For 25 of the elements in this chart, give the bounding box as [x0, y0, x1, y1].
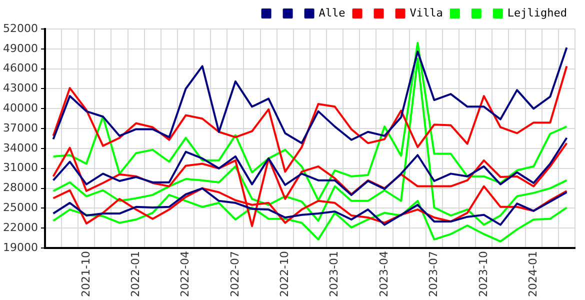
y-tick-label: 28000 — [2, 181, 38, 194]
y-tick-label: 22000 — [2, 220, 38, 234]
y-tick-label: 52000 — [2, 22, 38, 35]
x-tick-label: 2023-10 — [476, 251, 490, 298]
x-tick-label: 2023-01 — [328, 251, 341, 298]
y-tick-label: 25000 — [2, 201, 38, 214]
y-tick-label: 31000 — [2, 161, 38, 174]
y-tick-label: 37000 — [2, 121, 38, 134]
y-tick-label: 43000 — [2, 82, 38, 95]
x-tick-label: 2023-04 — [377, 251, 390, 298]
legend-label: Alle — [318, 6, 346, 20]
legend-label: Villa — [410, 6, 443, 20]
x-tick-label: 2021-10 — [79, 251, 92, 298]
legend-label: Lejlighed — [507, 6, 568, 20]
x-tick-label: 2023-07 — [427, 251, 440, 298]
y-tick-label: 34000 — [2, 141, 38, 154]
y-tick-label: 46000 — [2, 62, 38, 75]
x-tick-label: 2022-07 — [228, 251, 242, 298]
y-tick-label: 19000 — [2, 240, 38, 254]
y-tick-label: 49000 — [2, 42, 38, 55]
x-tick-label: 2022-10 — [278, 251, 292, 298]
x-tick-label: 2022-01 — [128, 251, 142, 298]
x-tick-label: 2022-04 — [178, 251, 192, 298]
x-tick-label: 2024-01 — [526, 251, 540, 298]
y-tick-label: 40000 — [2, 102, 38, 115]
